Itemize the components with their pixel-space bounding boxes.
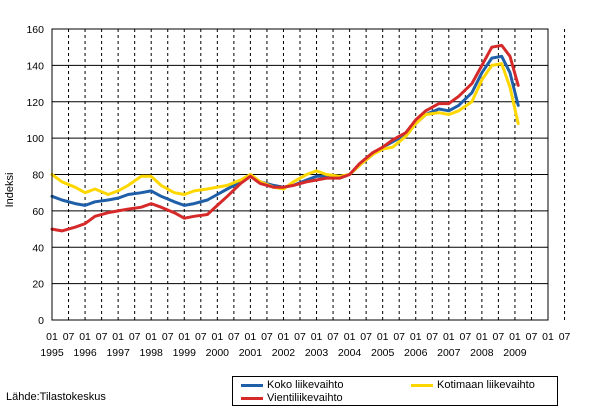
x-month-label: 01 bbox=[211, 331, 223, 343]
x-month-label: 01 bbox=[476, 331, 488, 343]
series-line-0 bbox=[50, 54, 520, 207]
x-year-label: 1996 bbox=[73, 347, 97, 359]
y-tick-label: 0 bbox=[38, 315, 44, 327]
legend-label-kotimaan: Kotimaan liikevaihto bbox=[437, 379, 535, 391]
x-year-label: 1999 bbox=[173, 347, 197, 359]
y-tick-label: 140 bbox=[26, 60, 44, 72]
x-month-label: 07 bbox=[195, 331, 207, 343]
x-month-label: 07 bbox=[327, 331, 339, 343]
x-month-label: 07 bbox=[459, 331, 471, 343]
plot-frame bbox=[51, 28, 549, 321]
x-year-label: 2009 bbox=[503, 347, 527, 359]
x-month-label: 07 bbox=[294, 331, 306, 343]
y-tick-label: 100 bbox=[26, 133, 44, 145]
legend-swatch-koko bbox=[241, 383, 263, 387]
x-month-label: 07 bbox=[360, 331, 372, 343]
legend-swatch-kotimaan bbox=[411, 383, 433, 387]
x-month-label: 01 bbox=[443, 331, 455, 343]
x-month-label: 01 bbox=[509, 331, 521, 343]
x-month-label: 07 bbox=[393, 331, 405, 343]
x-month-label: 07 bbox=[526, 331, 538, 343]
series-lines bbox=[50, 43, 520, 233]
x-year-label: 1998 bbox=[140, 347, 164, 359]
x-year-label: 2003 bbox=[305, 347, 329, 359]
legend-label-koko: Koko liikevaihto bbox=[267, 379, 344, 391]
x-month-label: 07 bbox=[162, 331, 174, 343]
x-month-label: 01 bbox=[311, 331, 323, 343]
x-month-label: 01 bbox=[410, 331, 422, 343]
x-month-label: 07 bbox=[426, 331, 438, 343]
x-year-label: 2007 bbox=[437, 347, 461, 359]
tick-labels: 0 20 40 60 80 100 120 140 160 01 07 01 07 01 07 01 07 01 0… bbox=[26, 24, 570, 359]
x-year-label: 2006 bbox=[404, 347, 428, 359]
x-month-label: 01 bbox=[377, 331, 389, 343]
x-month-label: 01 bbox=[344, 331, 356, 343]
x-month-label: 01 bbox=[145, 331, 157, 343]
legend-item-kotimaan: Kotimaan liikevaihto bbox=[411, 379, 535, 391]
x-month-label: 07 bbox=[261, 331, 273, 343]
x-month-label: 07 bbox=[493, 331, 505, 343]
x-month-label: 01 bbox=[46, 331, 58, 343]
x-year-label: 2002 bbox=[272, 347, 296, 359]
y-tick-label: 160 bbox=[26, 24, 44, 36]
legend-label-vienti: Vientiliikevaihto bbox=[267, 392, 343, 404]
y-tick-label: 20 bbox=[32, 279, 44, 291]
x-month-label: 07 bbox=[228, 331, 240, 343]
x-year-label: 2005 bbox=[371, 347, 395, 359]
legend-item-koko: Koko liikevaihto bbox=[241, 379, 343, 391]
x-month-label: 01 bbox=[542, 331, 554, 343]
source-note: Lähde:Tilastokeskus bbox=[6, 391, 106, 403]
y-tick-label: 60 bbox=[32, 206, 44, 218]
x-month-label: 01 bbox=[79, 331, 91, 343]
x-year-label: 2001 bbox=[239, 347, 263, 359]
x-month-label: 07 bbox=[96, 331, 108, 343]
legend-item-vienti: Vientiliikevaihto bbox=[241, 392, 343, 404]
axes bbox=[51, 28, 549, 321]
x-month-label: 07 bbox=[129, 331, 141, 343]
x-year-label: 2004 bbox=[338, 347, 362, 359]
x-month-label: 07 bbox=[559, 331, 571, 343]
x-month-label: 01 bbox=[245, 331, 257, 343]
series-line-2 bbox=[50, 43, 520, 233]
y-tick-label: 40 bbox=[32, 242, 44, 254]
y-tick-label: 80 bbox=[32, 170, 44, 182]
legend: Koko liikevaihto Kotimaan liikevaihto Vi… bbox=[232, 376, 558, 406]
x-month-label: 01 bbox=[178, 331, 190, 343]
x-year-label: 1997 bbox=[106, 347, 130, 359]
x-month-label: 01 bbox=[278, 331, 290, 343]
x-year-label: 2000 bbox=[206, 347, 230, 359]
x-year-label: 1995 bbox=[40, 347, 64, 359]
x-month-label: 01 bbox=[112, 331, 124, 343]
legend-swatch-vienti bbox=[241, 396, 263, 400]
y-axis-label: Indeksi bbox=[4, 173, 16, 208]
x-year-label: 2008 bbox=[470, 347, 494, 359]
y-tick-label: 120 bbox=[26, 97, 44, 109]
x-month-label: 07 bbox=[63, 331, 75, 343]
